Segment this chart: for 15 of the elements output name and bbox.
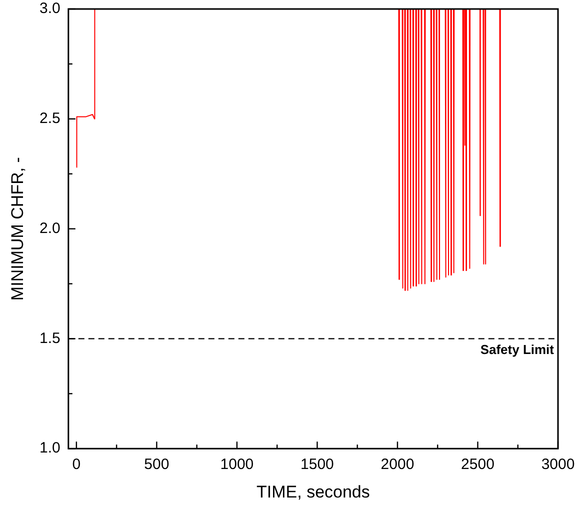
x-tick-label: 0 — [72, 456, 81, 474]
x-tick-label: 2000 — [380, 456, 414, 474]
y-tick-label: 1.5 — [40, 330, 60, 347]
x-tick-label: 1500 — [300, 456, 334, 474]
y-tick-label: 1.0 — [40, 440, 60, 457]
y-tick-label: 2.5 — [40, 110, 60, 128]
x-tick-label: 1000 — [220, 456, 254, 474]
x-tick-label: 2500 — [461, 456, 494, 474]
x-tick-label: 3000 — [541, 456, 575, 474]
y-tick-label: 2.0 — [40, 220, 60, 237]
ref-line-label: Safety Limit — [480, 342, 555, 357]
x-tick-label: 500 — [144, 456, 170, 474]
y-axis-title: MINIMUM CHFR, - — [8, 157, 27, 301]
y-tick-label: 3.0 — [40, 0, 60, 18]
x-axis-title: TIME, seconds — [256, 482, 370, 502]
